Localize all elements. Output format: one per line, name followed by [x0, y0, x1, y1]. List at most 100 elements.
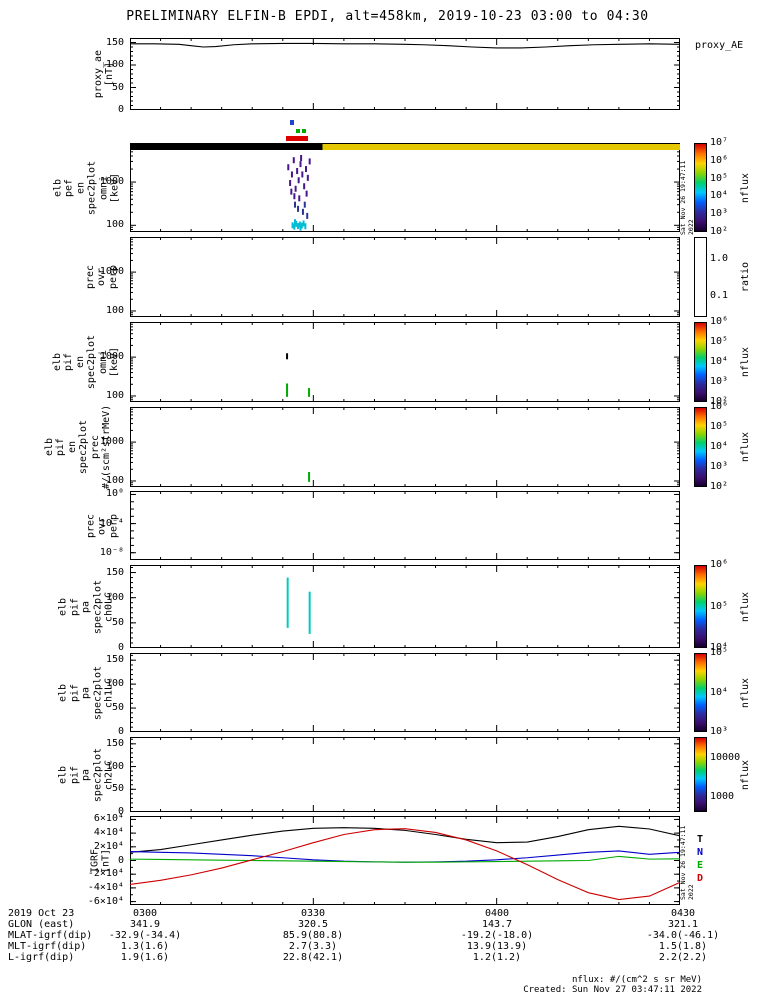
bottom-axis-value: 22.8(42.1): [282, 952, 344, 963]
created-timestamp: Created: Sun Nov 27 03:47:11 2022: [523, 985, 702, 995]
colorbar-tick-label: 10³: [710, 461, 729, 472]
bottom-row-label: MLT-igrf(dip): [8, 941, 87, 952]
bottom-axis-value: 143.7: [481, 919, 513, 930]
spectrogram-point: [304, 223, 307, 230]
y-tick-label: 50: [111, 783, 124, 795]
y-tick-label: 10⁻⁸: [99, 546, 124, 558]
colorbar-title: nflux: [739, 591, 751, 622]
y-tick-label: -2×10⁴: [87, 868, 124, 880]
legend-T: T: [697, 834, 704, 845]
spectrogram-point: [305, 166, 307, 173]
spectrogram-point: [293, 193, 296, 200]
y-tick-label: 100: [105, 219, 124, 231]
spectrogram-point: [294, 219, 296, 226]
ylabel-proxy-ae: proxy_ae [nT]: [92, 49, 116, 99]
y-tick-label: 50: [111, 702, 124, 714]
y-tick-label: -6×10⁴: [87, 895, 124, 907]
y-tick-label: 150: [105, 737, 124, 749]
y-tick-label: 10⁻⁴: [99, 517, 124, 529]
y-tick-label: 0: [117, 806, 124, 817]
colorbar-tick-label: 10⁴: [710, 356, 729, 367]
y-tick-label: 6×10⁴: [93, 813, 124, 825]
plot-igrf: [129, 816, 681, 905]
proxy-ae-right-label: proxy_AE: [695, 40, 744, 51]
y-tick-label: 100: [105, 474, 124, 486]
plot-pif_en_prec: [129, 407, 681, 487]
colorbar-tick-label: 10³: [710, 726, 729, 737]
bottom-axis-value: 2.2(2.2): [658, 952, 708, 963]
spectrogram-point: [301, 208, 304, 215]
spectrogram-point: [299, 224, 302, 231]
spectrogram-point: [293, 223, 296, 230]
spectrogram-point: [298, 195, 301, 202]
spectrogram-point: [306, 174, 309, 181]
colorbar-tick-label: 10⁶: [710, 316, 729, 327]
bottom-axis-value: 0300: [132, 908, 158, 919]
colorbar-tick-label: 10⁵: [710, 421, 729, 432]
series-D: [129, 828, 681, 901]
bottom-axis-value: 0430: [670, 908, 696, 919]
bottom-axis-value: 341.9: [129, 919, 161, 930]
spectrogram-point: [290, 188, 293, 195]
spectrogram-point: [292, 157, 295, 164]
spectrogram-point: [300, 222, 303, 229]
colorbar-tick-label: 10⁵: [710, 647, 729, 658]
spectrogram-point: [298, 221, 301, 228]
plot-title: PRELIMINARY ELFIN-B EPDI, alt=458km, 201…: [126, 9, 649, 24]
ylabel-pif-pa-ch0lc: elb pif pa spec2plot ch0LC: [57, 579, 115, 635]
panel-pif-en-omni: [129, 322, 681, 402]
colorbar-pif_pa_ch0: [694, 565, 707, 648]
spectrogram-point: [308, 158, 311, 165]
y-tick-label: 0: [117, 104, 124, 115]
event-mark: [290, 120, 294, 125]
panel-pef-en-omni: [129, 143, 681, 232]
colorbar-tick-label: 10²: [710, 396, 729, 407]
spectrogram-point: [287, 164, 290, 171]
y-tick-label: 150: [105, 566, 124, 578]
panel-prec-ovr-perp-flux: [129, 491, 681, 560]
panel-pif-pa-ch0lc: [129, 565, 681, 649]
colorbar-title: ratio: [739, 261, 751, 293]
colorbar-tick-label: 10000: [710, 752, 741, 763]
y-tick-label: 100: [105, 760, 124, 772]
y-tick-label: 100: [105, 591, 124, 603]
position-bar: [130, 144, 323, 150]
bottom-axis-value: 2.7(3.3): [288, 941, 338, 952]
y-tick-label: 100: [105, 304, 124, 316]
bottom-axis-value: 0330: [300, 908, 326, 919]
plot-pif_en_omni: [129, 322, 681, 402]
spectrogram-point: [290, 171, 293, 178]
colorbar-tick-label: 10⁷: [710, 137, 729, 148]
y-tick-label: 150: [105, 36, 124, 48]
colorbar-tick-label: 10²: [710, 226, 729, 237]
colorbar-tick-label: 10³: [710, 376, 729, 387]
y-tick-label: 150: [105, 654, 124, 666]
panel-pif-en-prec: [129, 407, 681, 487]
y-tick-label: 2×10⁴: [93, 840, 124, 852]
colorbar-title: nflux: [739, 172, 751, 203]
bottom-axis-value: -19.2(-18.0): [460, 930, 534, 941]
legend-D: D: [697, 873, 704, 884]
plot-prec_ovr_perp_flux: [129, 491, 681, 560]
y-tick-label: 50: [111, 81, 124, 93]
colorbar-pif_en_omni: [694, 322, 707, 402]
panel-pif-pa-ch1lc: [129, 653, 681, 733]
ylabel-pif-pa-ch1lc: elb pif pa spec2plot ch1LC: [57, 665, 115, 721]
spectrogram-point: [286, 353, 289, 360]
colorbar-tick-label: 10⁴: [710, 441, 729, 452]
spectrogram-point: [294, 201, 296, 208]
y-tick-label: 50: [111, 616, 124, 628]
position-bar: [322, 144, 680, 150]
colorbar-prec_ovr_perp_en: [694, 237, 707, 317]
nflux-units-note: nflux: #/(cm^2 s sr MeV): [571, 975, 702, 985]
colorbar-tick-label: 10⁶: [710, 401, 729, 412]
event-mark: [296, 129, 301, 133]
bottom-row-label: L-igrf(dip): [8, 952, 75, 963]
spectrogram-point: [289, 180, 292, 187]
colorbar-pif_pa_ch2: [694, 737, 707, 812]
y-tick-label: 10⁰: [105, 488, 124, 500]
colorbar-tick-label: 10⁴: [710, 190, 729, 202]
y-tick-label: 100: [105, 678, 124, 690]
spectrogram-point: [306, 212, 309, 219]
